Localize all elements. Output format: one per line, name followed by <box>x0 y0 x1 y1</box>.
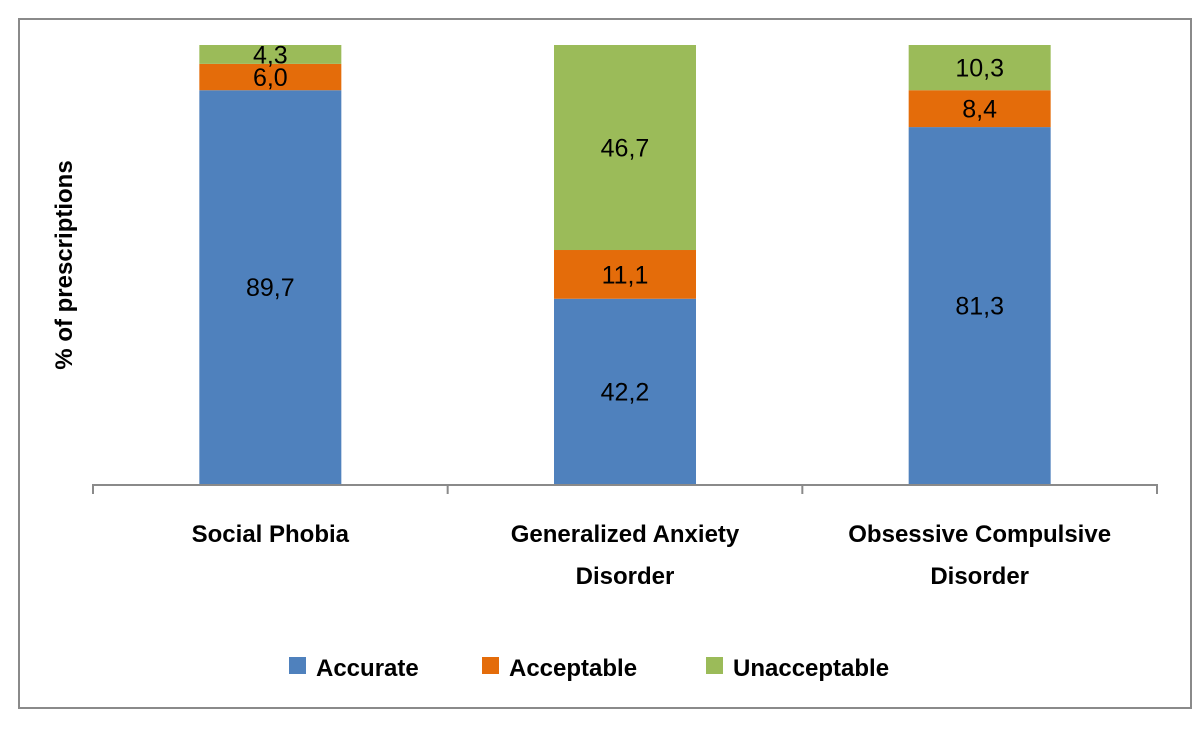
data-label: 8,4 <box>962 96 997 124</box>
bar-segment-accurate <box>199 90 342 484</box>
category-label: Social Phobia <box>192 521 350 548</box>
data-label: 81,3 <box>955 293 1004 321</box>
y-axis-label: % of prescriptions <box>51 160 78 369</box>
category-label: Generalized Anxiety <box>511 521 740 548</box>
bar-segment-unacceptable <box>908 45 1051 91</box>
category-label: Disorder <box>576 563 675 590</box>
data-label: 89,7 <box>246 274 295 302</box>
bar-segment-unacceptable <box>199 45 342 64</box>
legend-label: Accurate <box>316 655 419 682</box>
bar-segment-acceptable <box>199 63 342 91</box>
data-label: 42,2 <box>601 378 650 406</box>
legend-label: Acceptable <box>509 655 637 682</box>
data-label: 6,0 <box>253 64 288 92</box>
data-label: 46,7 <box>601 135 650 163</box>
data-label: 11,1 <box>602 261 649 289</box>
bar-segment-unacceptable <box>554 45 696 251</box>
bar-segment-acceptable <box>554 250 696 299</box>
bar-segment-accurate <box>554 298 696 484</box>
bar-segment-accurate <box>908 127 1051 484</box>
legend-swatch-accurate <box>289 657 306 674</box>
data-label: 4,3 <box>253 41 288 69</box>
category-label: Disorder <box>930 563 1029 590</box>
legend-label: Unacceptable <box>733 655 889 682</box>
data-label: 10,3 <box>955 55 1004 83</box>
bar-segment-acceptable <box>908 90 1051 128</box>
category-label: Obsessive Compulsive <box>848 521 1111 548</box>
legend-swatch-acceptable <box>482 657 499 674</box>
legend-swatch-unacceptable <box>706 657 723 674</box>
